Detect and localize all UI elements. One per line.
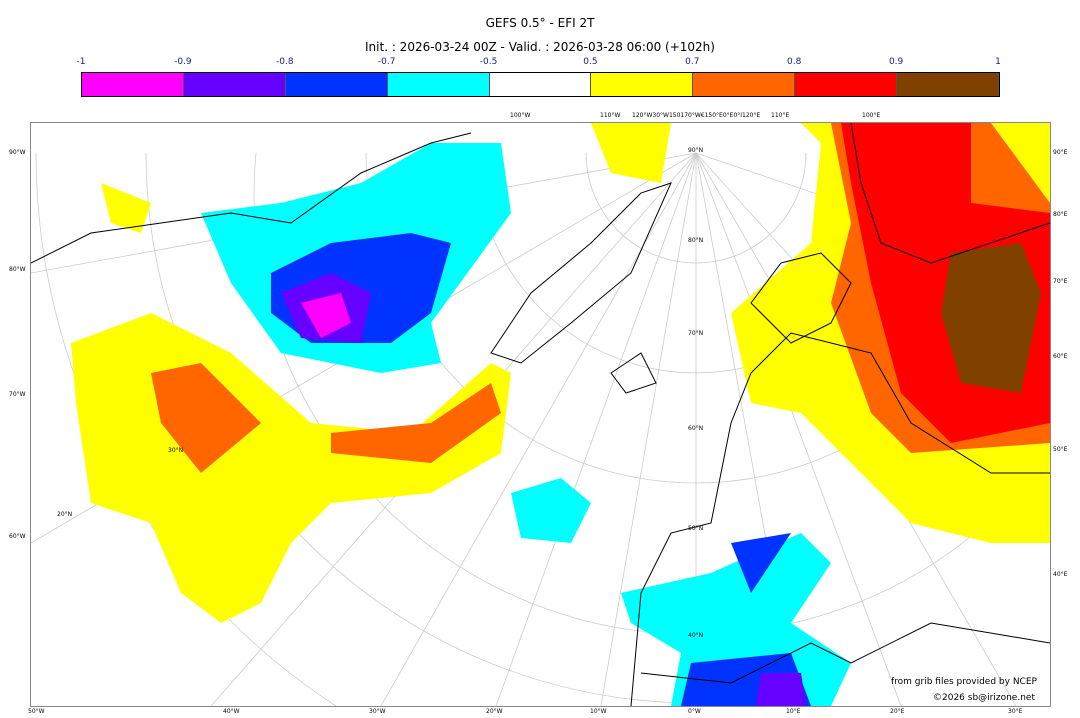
axis-label-top: 120°W30°W150170°W€150°E0°E0°I120°E	[632, 112, 761, 119]
axis-label-top: 110°E	[771, 112, 790, 119]
region-yellow-left	[101, 183, 151, 233]
axis-label-bottom: 10°W	[590, 708, 607, 715]
axis-label-lat: 30°N	[168, 447, 184, 454]
axis-label-left: 90°W	[9, 149, 26, 156]
axis-label-bottom: 40°W	[223, 708, 240, 715]
axis-label-bottom: 0°W	[688, 708, 701, 715]
colorbar-swatch	[285, 73, 388, 96]
map-canvas	[31, 123, 1050, 706]
axis-label-lat: 40°N	[688, 632, 704, 639]
axis-label-top: 110°W	[600, 112, 621, 119]
axis-label-left: 70°W	[9, 391, 26, 398]
axis-label-lat: 50°N	[688, 525, 704, 532]
colorbar-tick: -0.8	[275, 57, 294, 67]
axis-label-right: 60°E	[1053, 353, 1068, 360]
colorbar-tick: -0.9	[174, 57, 192, 67]
colorbar-tick: -0.5	[479, 57, 498, 67]
axis-label-right: 40°E	[1053, 571, 1068, 578]
axis-label-bottom: 30°E	[1008, 708, 1023, 715]
efi-field	[71, 123, 1050, 706]
colorbar-tick: -1	[76, 57, 86, 67]
axis-label-lat: 20°N	[57, 511, 73, 518]
region-brown-east	[941, 243, 1041, 393]
axis-label-lat: 80°N	[688, 237, 704, 244]
axis-label-bottom: 10°E	[786, 708, 801, 715]
map-area	[30, 122, 1051, 707]
region-magenta-canada	[301, 293, 351, 338]
axis-label-right: 80°E	[1053, 211, 1068, 218]
axis-label-right: 50°E	[1053, 446, 1068, 453]
axis-label-left: 60°W	[9, 533, 26, 540]
axis-label-right: 70°E	[1053, 278, 1068, 285]
axis-label-right: 90°E	[1053, 149, 1068, 156]
colorbar	[81, 72, 1000, 97]
axis-label-left: 80°W	[9, 266, 26, 273]
axis-label-bottom: 20°E	[890, 708, 905, 715]
axis-label-top: 100°W	[510, 112, 531, 119]
colorbar-swatch	[591, 73, 694, 96]
colorbar-swatch	[489, 73, 592, 96]
colorbar-tick: 0.5	[583, 57, 598, 67]
region-orange-atlantic	[151, 363, 501, 473]
axis-label-bottom: 50°W	[28, 708, 45, 715]
region-cyan-atlantic	[511, 478, 591, 543]
axis-label-lat: 90°N	[688, 147, 704, 154]
axis-label-bottom: 20°W	[486, 708, 503, 715]
map-subtitle: Init. : 2026-03-24 00Z - Valid. : 2026-0…	[365, 40, 715, 54]
coastlines	[31, 123, 1050, 706]
map-title: GEFS 0.5° - EFI 2T	[485, 16, 595, 30]
axis-label-top: 100°E	[862, 112, 881, 119]
colorbar-tick: 1	[995, 57, 1001, 67]
colorbar-swatch	[183, 73, 286, 96]
region-yellow-greenland-top	[591, 123, 671, 183]
region-purple-med	[756, 673, 806, 706]
credit-copyright: ©2026 sb@irizone.net	[933, 693, 1035, 703]
colorbar-swatch	[795, 73, 898, 96]
colorbar-swatch	[693, 73, 796, 96]
region-blue-med	[681, 533, 811, 706]
colorbar-tick: 0.8	[787, 57, 802, 67]
axis-label-lat: 60°N	[688, 425, 704, 432]
colorbar-swatch	[82, 73, 184, 96]
colorbar-tick: 0.9	[888, 57, 904, 67]
colorbar-tick: -0.7	[377, 57, 396, 67]
colorbar-swatch	[897, 73, 1000, 96]
axis-label-lat: 70°N	[688, 330, 704, 337]
colorbar-tick: 0.7	[685, 57, 700, 67]
axis-label-bottom: 30°W	[369, 708, 386, 715]
region-yellow-atlantic	[71, 313, 511, 623]
colorbar-swatch	[387, 73, 490, 96]
credit-source: from grib files provided by NCEP	[891, 677, 1037, 687]
